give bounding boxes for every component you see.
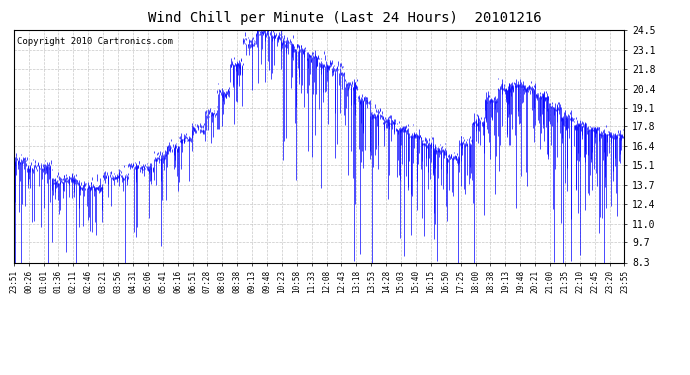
Text: Wind Chill per Minute (Last 24 Hours)  20101216: Wind Chill per Minute (Last 24 Hours) 20…	[148, 11, 542, 25]
Text: Copyright 2010 Cartronics.com: Copyright 2010 Cartronics.com	[17, 37, 172, 46]
